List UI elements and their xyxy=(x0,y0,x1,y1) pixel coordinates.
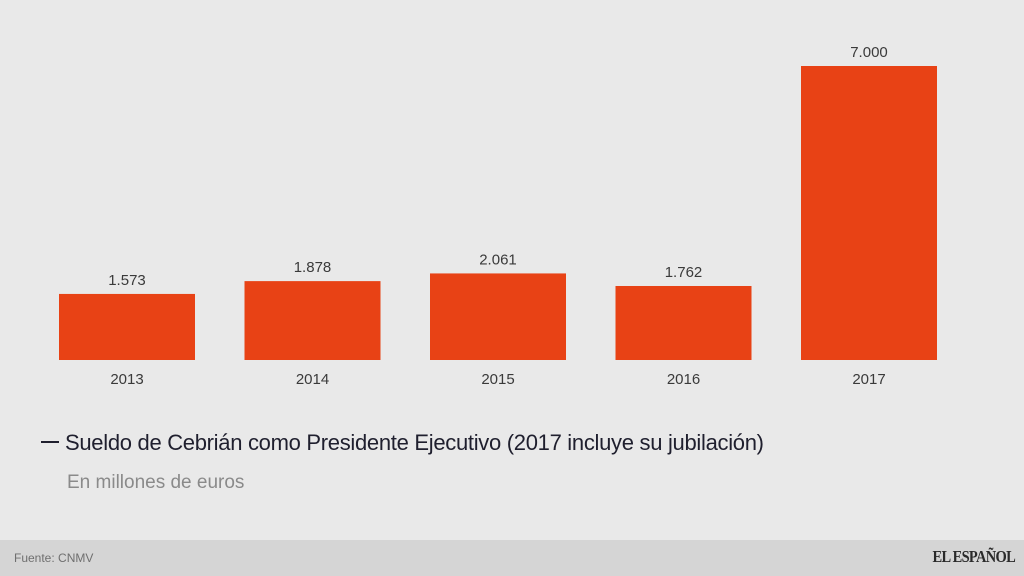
x-tick-label-2016: 2016 xyxy=(667,371,700,388)
brand-logo: EL ESPAÑOL xyxy=(932,547,1016,566)
bar-2015 xyxy=(430,273,566,360)
bars-group xyxy=(59,66,937,360)
bar-2017 xyxy=(801,66,937,360)
x-tick-labels-group: 2013 2014 2015 2016 2017 xyxy=(110,371,885,388)
legend-label: Sueldo de Cebrián como Presidente Ejecut… xyxy=(65,430,764,455)
value-label-2017: 7.000 xyxy=(850,44,888,61)
legend-dash-icon xyxy=(41,441,59,444)
legend-entry: Sueldo de Cebrián como Presidente Ejecut… xyxy=(41,430,764,456)
x-tick-label-2014: 2014 xyxy=(296,371,329,388)
value-label-2014: 1.878 xyxy=(294,259,332,276)
x-tick-label-2017: 2017 xyxy=(852,371,885,388)
value-labels-group: 1.573 1.878 2.061 1.762 7.000 xyxy=(108,44,888,289)
value-label-2013: 1.573 xyxy=(108,272,146,289)
footer: Fuente: CNMV EL ESPAÑOL xyxy=(0,540,1024,576)
chart-subtitle: En millones de euros xyxy=(67,472,245,493)
bar-2016 xyxy=(615,285,752,360)
value-label-2015: 2.061 xyxy=(479,251,517,268)
x-tick-label-2013: 2013 xyxy=(110,371,143,388)
bar-2013 xyxy=(59,293,195,360)
value-label-2016: 1.762 xyxy=(665,264,703,281)
x-tick-label-2015: 2015 xyxy=(481,371,514,388)
source-note: Fuente: CNMV xyxy=(14,551,94,565)
bar-2014 xyxy=(244,281,381,360)
